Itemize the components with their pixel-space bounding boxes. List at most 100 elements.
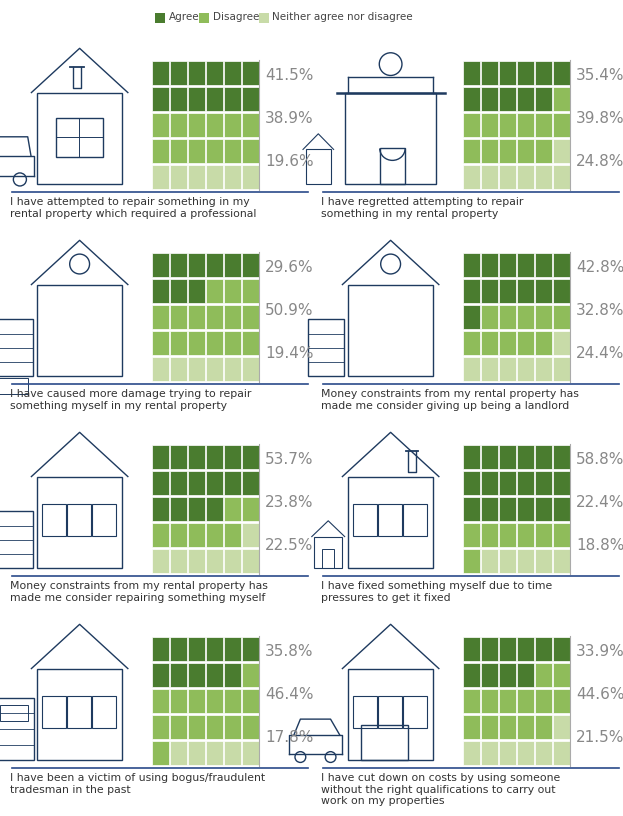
Bar <box>535 357 551 381</box>
Bar <box>152 548 169 574</box>
Bar <box>305 149 331 184</box>
Bar <box>152 330 169 355</box>
Bar <box>314 537 343 568</box>
Bar <box>242 741 259 765</box>
Bar <box>224 663 240 687</box>
Bar <box>242 279 259 304</box>
Text: Agree: Agree <box>169 12 199 22</box>
Bar <box>517 279 533 304</box>
Bar <box>499 357 515 381</box>
Bar <box>188 715 204 739</box>
Bar <box>535 663 551 687</box>
Bar <box>535 497 551 521</box>
Text: 19.6%: 19.6% <box>265 154 314 169</box>
Bar <box>0 512 33 568</box>
Text: 23.8%: 23.8% <box>265 495 314 510</box>
Bar <box>199 13 209 23</box>
Bar <box>242 60 259 85</box>
Bar <box>499 636 515 661</box>
Bar <box>481 86 498 111</box>
Bar <box>481 471 498 495</box>
Text: 50.9%: 50.9% <box>265 303 314 318</box>
Bar <box>463 523 480 548</box>
Bar <box>499 304 515 329</box>
Bar <box>481 715 498 739</box>
Bar <box>481 60 498 85</box>
Bar <box>152 741 169 765</box>
Bar <box>481 279 498 304</box>
Bar <box>308 319 344 376</box>
Bar <box>499 689 515 713</box>
Bar <box>224 279 240 304</box>
Bar <box>188 471 204 495</box>
Bar <box>553 471 569 495</box>
Bar <box>242 357 259 381</box>
Bar <box>206 548 222 574</box>
Bar <box>553 165 569 189</box>
Bar <box>481 741 498 765</box>
Bar <box>170 139 186 163</box>
Bar <box>553 304 569 329</box>
Bar <box>170 330 186 355</box>
Bar <box>188 548 204 574</box>
Bar <box>463 139 480 163</box>
Bar <box>553 497 569 521</box>
Bar <box>170 497 186 521</box>
Bar <box>242 304 259 329</box>
Bar <box>188 523 204 548</box>
Bar <box>535 548 551 574</box>
Bar <box>348 668 433 761</box>
Text: Money constraints from my rental property has
made me consider giving up being a: Money constraints from my rental propert… <box>321 389 579 410</box>
Bar <box>1 705 28 721</box>
Bar <box>170 253 186 277</box>
Bar <box>321 549 335 568</box>
Bar <box>535 689 551 713</box>
Bar <box>206 471 222 495</box>
Bar <box>170 445 186 469</box>
Bar <box>92 696 116 728</box>
Bar <box>481 689 498 713</box>
Text: I have caused more damage trying to repair
something myself in my rental propert: I have caused more damage trying to repa… <box>10 389 251 410</box>
Bar <box>188 636 204 661</box>
Bar <box>224 304 240 329</box>
Bar <box>170 86 186 111</box>
Bar <box>553 636 569 661</box>
Bar <box>499 497 515 521</box>
Bar <box>463 471 480 495</box>
Bar <box>188 497 204 521</box>
Bar <box>553 253 569 277</box>
Bar <box>535 113 551 137</box>
Bar <box>206 60 222 85</box>
Bar <box>206 689 222 713</box>
Bar <box>152 523 169 548</box>
Bar <box>499 86 515 111</box>
Text: 38.9%: 38.9% <box>265 111 314 126</box>
Bar <box>535 279 551 304</box>
Bar <box>152 715 169 739</box>
Bar <box>463 86 480 111</box>
Bar <box>188 741 204 765</box>
Bar <box>242 139 259 163</box>
Bar <box>553 715 569 739</box>
Bar <box>37 285 122 376</box>
Bar <box>170 663 186 687</box>
Bar <box>517 741 533 765</box>
Text: 22.4%: 22.4% <box>576 495 623 510</box>
Bar <box>170 523 186 548</box>
Bar <box>403 504 427 536</box>
Bar <box>499 139 515 163</box>
Bar <box>155 13 165 23</box>
Bar <box>361 725 407 761</box>
Bar <box>535 523 551 548</box>
Bar <box>517 139 533 163</box>
Bar <box>463 113 480 137</box>
Bar <box>242 523 259 548</box>
Bar <box>517 357 533 381</box>
Bar <box>152 663 169 687</box>
Bar <box>206 304 222 329</box>
Bar <box>37 92 122 184</box>
Bar <box>378 696 402 728</box>
Bar <box>206 330 222 355</box>
Bar <box>517 113 533 137</box>
Bar <box>535 471 551 495</box>
